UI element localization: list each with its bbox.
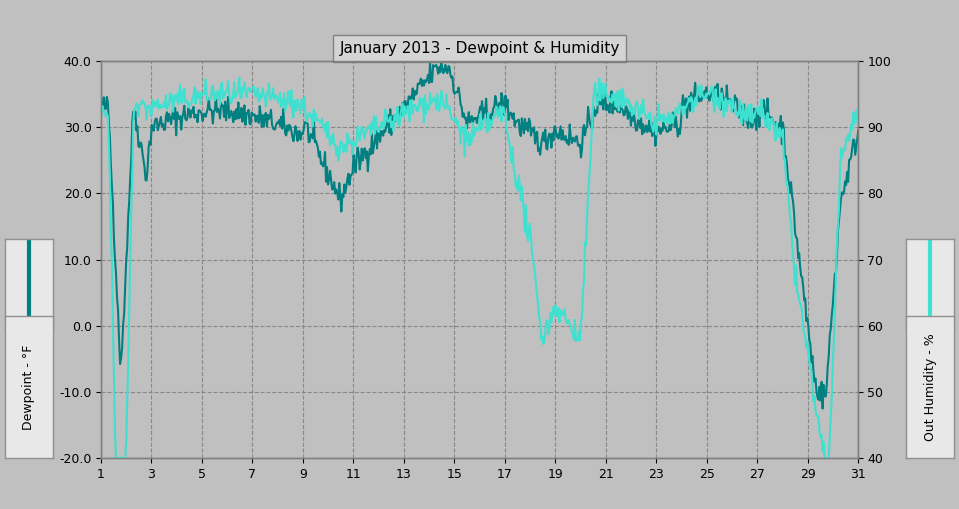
Title: January 2013 - Dewpoint & Humidity: January 2013 - Dewpoint & Humidity bbox=[339, 41, 620, 56]
Text: Out Humidity - %: Out Humidity - % bbox=[924, 333, 937, 441]
Text: Dewpoint - °F: Dewpoint - °F bbox=[22, 344, 35, 430]
